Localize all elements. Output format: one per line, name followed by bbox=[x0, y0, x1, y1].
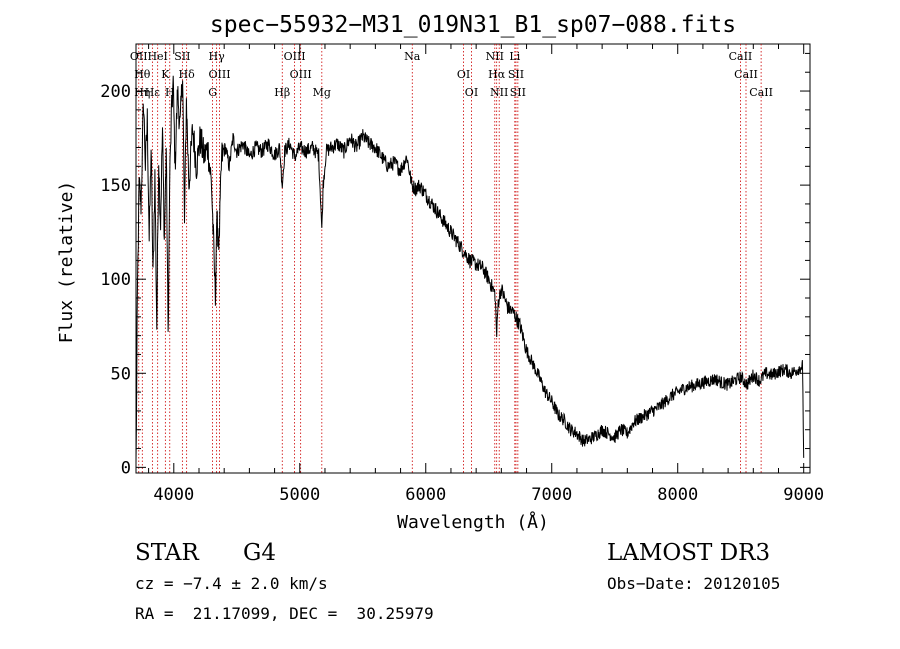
y-tick-label: 100 bbox=[100, 270, 131, 290]
plot-frame bbox=[135, 43, 811, 474]
x-tick-label: 9000 bbox=[783, 485, 824, 505]
survey-name: LAMOST DR3 bbox=[607, 540, 771, 566]
coordinates: RA = 21.17099, DEC = 30.25979 bbox=[135, 604, 434, 623]
line-label: Na bbox=[404, 50, 421, 63]
chart-title: spec−55932−M31_019N31_B1_sp07−088.fits bbox=[210, 12, 736, 38]
y-tick-label: 200 bbox=[100, 82, 131, 102]
line-label: NII bbox=[486, 50, 504, 63]
line-label: HeI bbox=[147, 50, 167, 63]
object-subclass: G4 bbox=[243, 540, 277, 566]
line-label: OIII bbox=[208, 68, 230, 81]
line-label: H bbox=[165, 86, 175, 99]
x-tick-label: 8000 bbox=[657, 485, 698, 505]
spectrum-line bbox=[135, 75, 805, 463]
line-label: CaII bbox=[729, 50, 753, 63]
line-label: SII bbox=[510, 86, 526, 99]
line-label: Hδ bbox=[179, 68, 196, 81]
line-label: G bbox=[208, 86, 217, 99]
x-tick-label: 7000 bbox=[531, 485, 572, 505]
line-label: Mg bbox=[313, 86, 331, 99]
line-label: Hα bbox=[488, 68, 506, 81]
line-label: Hη bbox=[134, 86, 150, 99]
line-label: CaII bbox=[734, 68, 758, 81]
y-axis-label: Flux (relative) bbox=[56, 181, 77, 344]
x-tick-label: 4000 bbox=[153, 485, 194, 505]
y-tick-label: 50 bbox=[111, 364, 131, 384]
line-label: OIII bbox=[290, 68, 312, 81]
line-label: Hγ bbox=[209, 50, 226, 63]
y-tick-label: 0 bbox=[121, 458, 131, 478]
spectrum-series bbox=[135, 75, 805, 463]
line-label: OΙΙ bbox=[130, 50, 148, 63]
line-label: NII bbox=[490, 86, 508, 99]
observation-date: Obs−Date: 20120105 bbox=[607, 574, 781, 593]
y-axis-ticks: 0 50 100 150 200 bbox=[100, 52, 810, 478]
line-label: OI bbox=[465, 86, 478, 99]
x-axis-ticks: 4000 5000 6000 7000 8000 9000 bbox=[148, 44, 824, 505]
redshift-velocity: cz = −7.4 ± 2.0 km/s bbox=[135, 574, 328, 593]
spectral-line-markers bbox=[138, 44, 762, 473]
y-tick-label: 150 bbox=[100, 176, 131, 196]
line-label: OIII bbox=[284, 50, 306, 63]
object-class: STAR bbox=[135, 540, 199, 566]
x-tick-label: 5000 bbox=[279, 485, 320, 505]
line-label: OI bbox=[457, 68, 470, 81]
line-label: Hθ bbox=[134, 68, 151, 81]
line-label: Li bbox=[509, 50, 520, 63]
line-label: SII bbox=[508, 68, 524, 81]
spectral-line-labels: OΙΙHθHηHεHeIKHSIIHδGHγOIIIHβOIIIOIIIMgNa… bbox=[130, 50, 773, 99]
line-label: CaII bbox=[749, 86, 773, 99]
line-label: Hβ bbox=[274, 86, 290, 99]
x-axis-label: Wavelength (Å) bbox=[397, 511, 549, 533]
line-label: SII bbox=[174, 50, 190, 63]
line-label: Hε bbox=[145, 86, 161, 99]
line-label: K bbox=[161, 68, 170, 81]
x-tick-label: 6000 bbox=[405, 485, 446, 505]
